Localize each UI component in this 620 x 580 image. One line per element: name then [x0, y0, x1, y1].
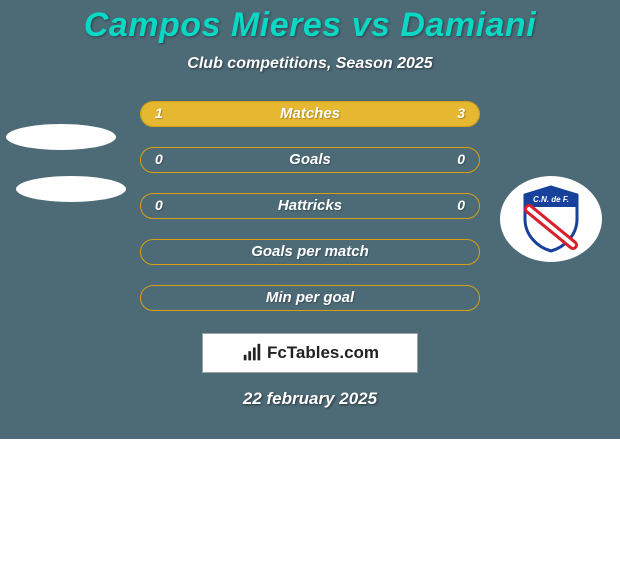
stat-row-matches: Matches1 3	[140, 101, 480, 127]
stat-row-goals-per-match: Goals per match	[140, 239, 480, 265]
comparison-panel: Campos Mieres vs Damiani Club competitio…	[0, 0, 620, 439]
club-badge: C.N. de F.	[500, 176, 602, 262]
stat-label: Hattricks	[141, 194, 479, 217]
stat-label: Goals per match	[141, 240, 479, 263]
stat-label: Min per goal	[141, 286, 479, 309]
subtitle: Club competitions, Season 2025	[0, 55, 620, 73]
shield-icon: C.N. de F.	[521, 185, 581, 253]
stat-value-left: 0	[155, 194, 163, 217]
stat-label: Matches	[141, 102, 479, 125]
player-placeholder-2	[16, 176, 126, 202]
player-placeholder-1	[6, 124, 116, 150]
stat-value-left: 0	[155, 148, 163, 171]
stat-value-right: 3	[457, 102, 465, 125]
brand-box: FcTables.com	[202, 333, 418, 373]
stat-row-hattricks: Hattricks0 0	[140, 193, 480, 219]
stat-value-left: 1	[155, 102, 163, 125]
date-label: 22 february 2025	[0, 389, 620, 409]
stat-label: Goals	[141, 148, 479, 171]
bars-icon	[241, 342, 263, 364]
stat-row-goals: Goals0 0	[140, 147, 480, 173]
stat-value-right: 0	[457, 194, 465, 217]
stat-value-right: 0	[457, 148, 465, 171]
svg-text:C.N. de F.: C.N. de F.	[533, 195, 569, 204]
brand-label: FcTables.com	[267, 343, 379, 363]
stat-row-min-per-goal: Min per goal	[140, 285, 480, 311]
page-title: Campos Mieres vs Damiani	[0, 0, 620, 45]
